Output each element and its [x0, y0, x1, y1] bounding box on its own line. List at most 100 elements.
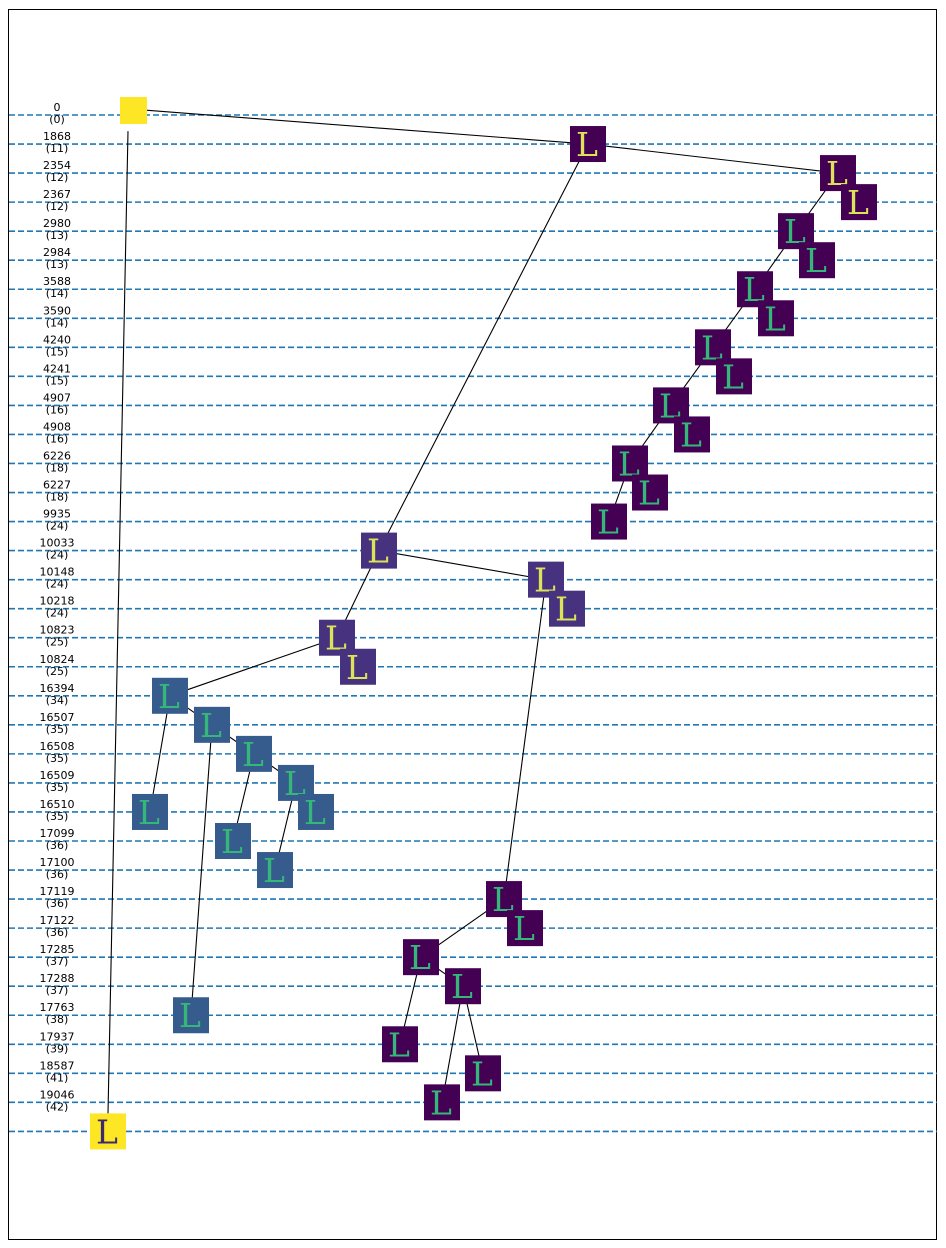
level-value-label: 4240	[43, 333, 71, 346]
level-depth-label: (39)	[46, 1042, 69, 1055]
node-tile	[403, 939, 439, 976]
tree-node: L	[215, 822, 251, 861]
level-value-label: 10823	[40, 624, 75, 637]
level-depth-label: (24)	[46, 520, 69, 533]
node-tile	[716, 358, 752, 395]
level-depth-label: (12)	[46, 171, 69, 184]
node-tile	[424, 1084, 460, 1121]
node-tile	[632, 474, 668, 511]
level-labels: 0(0)1868(11)2354(12)2367(12)2980(13)2984…	[40, 101, 75, 1113]
level-value-label: 6227	[43, 479, 71, 492]
tree-edge	[132, 108, 589, 145]
node-glyph: L	[242, 735, 264, 774]
level-depth-label: (24)	[46, 578, 69, 591]
level-depth-label: (0)	[49, 113, 65, 126]
level-value-label: 16508	[40, 740, 75, 753]
tree-edge	[378, 550, 547, 581]
level-value-label: 4908	[43, 420, 71, 433]
node-glyph: L	[701, 328, 723, 367]
node-glyph: L	[367, 532, 389, 571]
tree-node: L	[361, 532, 397, 571]
tree-node: L	[549, 590, 585, 629]
node-tile	[152, 677, 188, 714]
level-value-label: 4241	[43, 362, 71, 375]
plot-frame	[8, 9, 937, 1240]
level-value-label: 10218	[40, 595, 75, 608]
level-depth-label: (16)	[46, 403, 69, 416]
level-value-label: 17763	[40, 1001, 75, 1014]
level-value-label: 17099	[40, 827, 75, 840]
level-value-label: 17937	[40, 1030, 75, 1043]
tree-node: L	[591, 503, 627, 542]
level-depth-label: (11)	[46, 142, 69, 155]
tree-node: L	[278, 764, 314, 803]
node-tile	[570, 126, 606, 163]
tree-node: L	[298, 793, 334, 832]
root-node	[120, 97, 147, 124]
tree-node: L	[507, 909, 543, 948]
tree-node: L	[758, 299, 794, 338]
level-value-label: 6226	[43, 449, 71, 462]
level-value-label: 9935	[43, 508, 71, 521]
tree-node: L	[173, 996, 209, 1035]
level-depth-label: (35)	[46, 723, 69, 736]
level-value-label: 16394	[40, 682, 75, 695]
tree-node: L	[152, 677, 188, 716]
tree-node: L	[445, 967, 481, 1006]
node-glyph: L	[200, 706, 222, 745]
node-glyph: L	[263, 851, 285, 890]
node-glyph: L	[847, 183, 869, 222]
node-tile	[549, 590, 585, 627]
level-depth-label: (24)	[46, 549, 69, 562]
node-glyph: L	[618, 444, 640, 483]
tree-node: L	[132, 793, 168, 832]
level-depth-label: (25)	[46, 665, 69, 678]
node-glyph: L	[492, 880, 514, 919]
level-depth-label: (37)	[46, 955, 69, 968]
level-depth-label: (15)	[46, 374, 69, 387]
node-glyph: L	[409, 938, 431, 977]
node-glyph: L	[304, 793, 326, 832]
level-depth-label: (18)	[46, 461, 69, 474]
node-tile	[382, 1026, 418, 1063]
node-glyph: L	[659, 386, 681, 425]
level-depth-label: (24)	[46, 607, 69, 620]
tree-node: L	[382, 1025, 418, 1064]
node-tile	[236, 735, 272, 772]
tree-node: L	[424, 1083, 460, 1122]
node-tile	[194, 706, 230, 743]
level-value-label: 2367	[43, 188, 71, 201]
level-depth-label: (12)	[46, 200, 69, 213]
tree-node: L	[799, 241, 835, 280]
level-value-label: 3588	[43, 275, 71, 288]
tree-edge	[107, 131, 129, 1114]
node-glyph: L	[805, 241, 827, 280]
node-tile	[132, 793, 168, 830]
level-value-label: 16510	[40, 798, 75, 811]
tree-node: L	[737, 270, 773, 309]
node-glyph: L	[451, 967, 473, 1006]
level-value-label: 17122	[40, 914, 75, 927]
level-value-label: 10824	[40, 653, 75, 666]
node-glyph: L	[221, 822, 243, 861]
node-tile	[674, 416, 710, 453]
node-glyph: L	[576, 125, 598, 164]
level-value-label: 16509	[40, 769, 75, 782]
tree-node: L	[674, 415, 710, 454]
node-glyph: L	[284, 764, 306, 803]
tree-node: L	[653, 386, 689, 425]
level-depth-label: (36)	[46, 868, 69, 881]
tree-edge	[503, 579, 547, 900]
level-depth-label: (42)	[46, 1100, 69, 1113]
node-glyph: L	[179, 996, 201, 1035]
node-glyph: L	[722, 357, 744, 396]
level-value-label: 17285	[40, 943, 75, 956]
tree-node: L	[465, 1054, 501, 1093]
level-value-label: 0	[54, 101, 61, 114]
tree-node: L	[236, 735, 272, 774]
node-tile	[799, 242, 835, 279]
level-value-label: 18587	[40, 1059, 75, 1072]
level-depth-label: (41)	[46, 1071, 69, 1084]
